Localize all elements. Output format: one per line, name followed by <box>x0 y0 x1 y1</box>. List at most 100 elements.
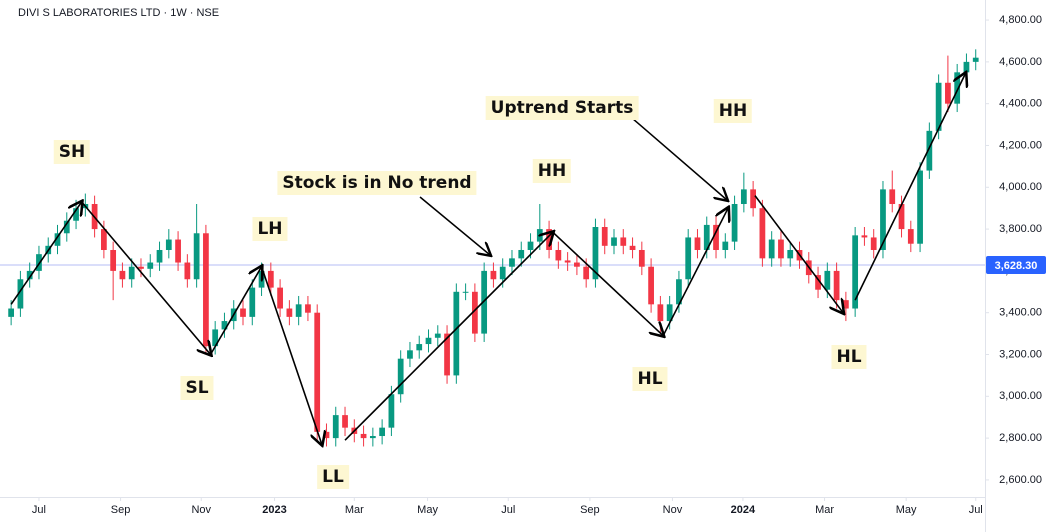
candle-body <box>601 226 608 246</box>
candle-body <box>342 415 348 428</box>
candle-body <box>397 358 404 395</box>
annotation-arrow <box>631 117 727 200</box>
candle-body <box>731 204 738 242</box>
x-tick-label: Jul <box>969 504 983 516</box>
candle-body <box>175 239 181 263</box>
y-tick-label: 3,800.00 <box>999 223 1042 235</box>
candle-body <box>852 235 859 309</box>
annotation: HH <box>713 99 753 123</box>
swing-arrow <box>662 208 728 337</box>
annotation: HL <box>831 345 867 369</box>
candle-body <box>713 224 719 250</box>
candle-body <box>267 270 274 288</box>
candle-body <box>54 233 61 246</box>
candle-body <box>156 249 163 263</box>
candle-body <box>509 258 515 267</box>
swing-arrow <box>81 201 211 355</box>
candle-body <box>17 279 24 309</box>
swing-arrow <box>754 195 843 313</box>
x-tick-label: Jul <box>32 504 46 516</box>
candle-body <box>907 229 914 244</box>
candle-body <box>638 249 645 267</box>
last-price-label: 3,628.30 <box>995 260 1038 272</box>
candle-body <box>889 189 896 205</box>
x-tick-label: Mar <box>345 504 364 516</box>
x-tick-label: 2024 <box>731 504 756 516</box>
candle-body <box>184 262 191 280</box>
candle-body <box>295 304 302 317</box>
candle-body <box>815 275 821 290</box>
x-tick-label: Jul <box>501 504 515 516</box>
y-tick-label: 4,000.00 <box>999 181 1042 193</box>
candle-body <box>546 229 552 250</box>
candle-body <box>629 245 636 250</box>
chart-title: DIVI S LABORATORIES LTD · 1W · NSE <box>18 7 219 19</box>
annotation: LL <box>317 465 349 489</box>
x-tick-label: Sep <box>111 504 131 516</box>
candle-body <box>332 415 339 439</box>
annotation: SH <box>53 140 91 164</box>
x-tick-label: Sep <box>580 504 600 516</box>
swing-arrow <box>10 202 81 305</box>
candle-body <box>286 308 293 317</box>
candle-body <box>138 266 144 269</box>
candle-body <box>360 433 367 439</box>
x-tick-label: Nov <box>191 504 211 516</box>
candle-body <box>694 237 701 250</box>
y-tick-label: 2,800.00 <box>999 432 1042 444</box>
annotation: Stock is in No trend <box>277 171 477 195</box>
candle-body <box>388 394 395 428</box>
candle-body <box>926 130 933 171</box>
candle-body <box>249 287 256 317</box>
candle-body <box>305 304 311 313</box>
swing-arrow <box>209 267 262 355</box>
candle-body <box>620 237 627 246</box>
candle-body <box>63 220 70 234</box>
candle-body <box>462 291 469 293</box>
swing-arrow <box>260 266 322 445</box>
candle-body <box>592 226 599 280</box>
candle-body <box>778 239 784 259</box>
candle-body <box>787 249 794 259</box>
candle-body <box>240 308 246 317</box>
candle-body <box>407 350 413 359</box>
annotation: Uptrend Starts <box>485 96 639 120</box>
candle-body <box>147 262 154 269</box>
candle-body <box>379 427 386 437</box>
annotation: LH <box>252 217 288 241</box>
y-tick-label: 4,200.00 <box>999 139 1042 151</box>
candle-body <box>453 291 460 376</box>
candle-body <box>861 235 868 238</box>
candle-body <box>26 270 33 280</box>
candle-body <box>870 237 877 250</box>
annotation: SL <box>180 376 214 400</box>
candle-body <box>165 239 172 250</box>
candle-body <box>110 249 117 271</box>
candle-body <box>101 229 107 250</box>
candle-body <box>843 300 849 309</box>
candle-body <box>945 82 951 104</box>
candle-body <box>8 308 15 317</box>
candle-body <box>416 344 423 351</box>
x-tick-label: Mar <box>815 504 834 516</box>
x-tick-label: May <box>417 504 438 516</box>
candle-body <box>536 229 543 242</box>
last-price-badge <box>986 255 1046 274</box>
candle-body <box>759 208 766 259</box>
candle-body <box>323 431 330 439</box>
candle-body <box>750 189 757 209</box>
y-tick-label: 3,000.00 <box>999 390 1042 402</box>
swing-arrow <box>344 232 553 441</box>
swing-arrow <box>552 231 663 335</box>
x-tick-label: May <box>896 504 917 516</box>
candle-body <box>676 279 682 305</box>
candle-body <box>972 57 979 62</box>
annotation: HL <box>632 367 668 391</box>
candle-body <box>314 312 321 432</box>
candle-body <box>833 270 840 301</box>
candle-body <box>703 224 710 250</box>
candle-body <box>880 189 886 250</box>
candle-body <box>369 436 376 439</box>
